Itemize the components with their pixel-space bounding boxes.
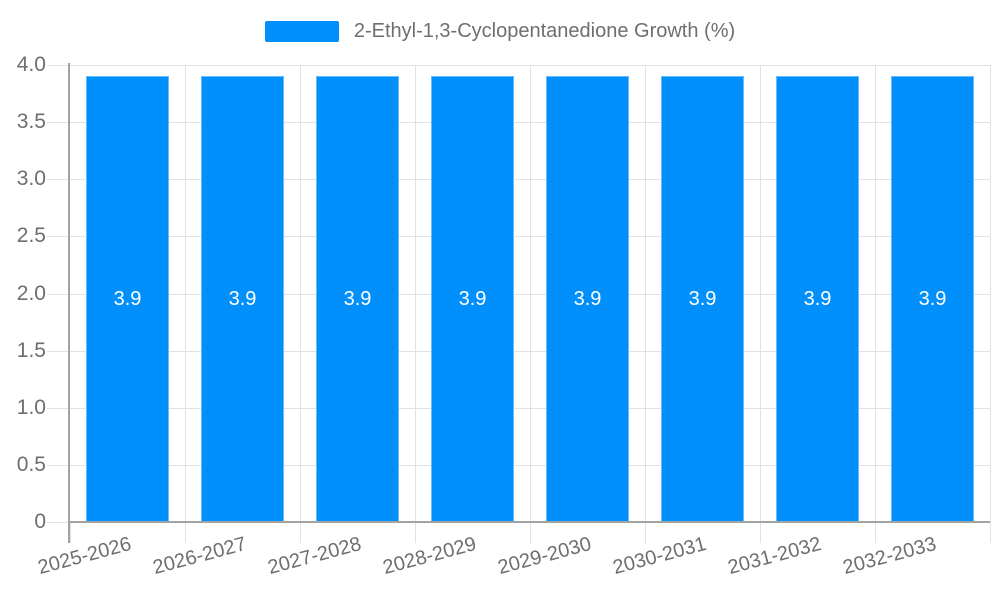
y-axis-label: 0.5: [16, 452, 46, 476]
plot-area: 3.9 3.9 3.9 3.9 3.9 3.9 3.9 3.9: [47, 65, 991, 543]
bar-2032-2033[interactable]: 3.9: [891, 76, 974, 522]
x-tick: [875, 522, 876, 543]
bar-2027-2028[interactable]: 3.9: [316, 76, 399, 522]
bar-2029-2030[interactable]: 3.9: [546, 76, 629, 522]
y-tick: [47, 65, 70, 66]
y-tick: [47, 122, 70, 124]
y-axis-label: 3.5: [16, 110, 46, 134]
y-axis-label: 1.5: [16, 338, 46, 362]
y-axis-label: 1.0: [16, 395, 46, 419]
x-tick: [70, 522, 71, 543]
x-tick: [530, 522, 531, 543]
y-tick: [47, 522, 70, 523]
x-tick: [300, 522, 301, 543]
x-tick: [185, 522, 186, 543]
gridline-vertical: [185, 65, 186, 522]
y-axis-label: 2.0: [16, 281, 46, 305]
y-tick: [47, 464, 70, 466]
legend-label: 2-Ethyl-1,3-Cyclopentanedione Growth (%): [353, 20, 736, 42]
bar-value-label: 3.9: [343, 287, 372, 310]
gridline-vertical: [645, 65, 646, 522]
bar-2028-2029[interactable]: 3.9: [431, 76, 514, 522]
y-axis-line: [68, 63, 70, 543]
bar-value-label: 3.9: [688, 287, 717, 310]
gridline-vertical: [530, 65, 531, 522]
bar-2030-2031[interactable]: 3.9: [661, 76, 744, 522]
y-tick: [47, 407, 70, 409]
x-tick: [645, 522, 646, 543]
gridline-vertical: [300, 65, 301, 522]
gridline-vertical: [990, 65, 991, 522]
y-tick: [47, 350, 70, 352]
y-axis-label: 3.0: [16, 167, 46, 191]
bar-2025-2026[interactable]: 3.9: [86, 76, 169, 522]
legend-swatch: [264, 21, 339, 42]
legend[interactable]: 2-Ethyl-1,3-Cyclopentanedione Growth (%): [0, 20, 1000, 43]
y-tick: [47, 236, 70, 238]
y-tick: [47, 293, 70, 295]
y-axis-label: 2.5: [16, 224, 46, 248]
y-tick: [47, 179, 70, 181]
y-axis-label: 4.0: [16, 53, 46, 76]
x-tick: [760, 522, 761, 543]
y-axis-label: 0: [34, 510, 46, 533]
bar-value-label: 3.9: [458, 287, 487, 310]
x-tick: [990, 522, 991, 543]
x-tick: [415, 522, 416, 543]
bar-2031-2032[interactable]: 3.9: [776, 76, 859, 522]
gridline-vertical: [415, 65, 416, 522]
gridline-vertical: [875, 65, 876, 522]
bar-value-label: 3.9: [573, 287, 602, 310]
bar-value-label: 3.9: [228, 287, 257, 310]
bar-value-label: 3.9: [918, 287, 947, 310]
bar-value-label: 3.9: [113, 287, 142, 310]
bar-2026-2027[interactable]: 3.9: [201, 76, 284, 522]
gridline-vertical: [760, 65, 761, 522]
bar-value-label: 3.9: [803, 287, 832, 310]
x-axis-line: [68, 521, 990, 523]
